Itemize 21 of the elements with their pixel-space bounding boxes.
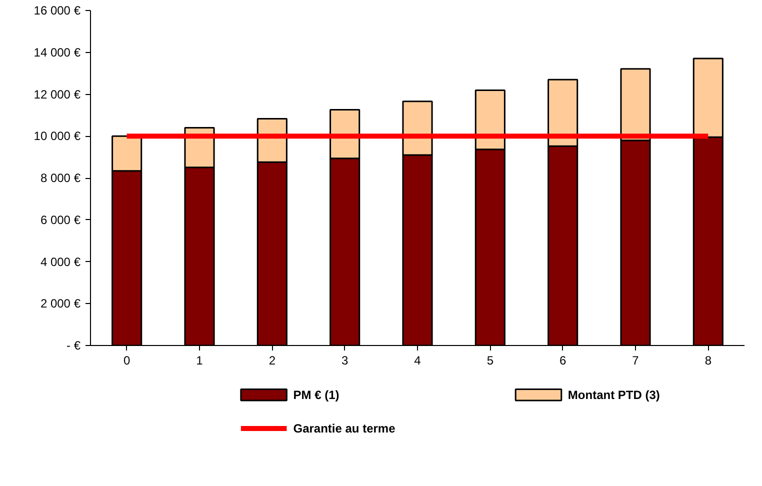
x-tick-label: 5 [486,354,494,368]
y-tick-label: 10 000 € [34,129,81,144]
x-tick-label: 2 [268,354,276,368]
x-tick-label: 3 [341,354,348,368]
legend-label: Garantie au terme [293,422,396,436]
y-tick-label: 8 000 € [40,171,81,185]
y-tick-label: 2 000 € [40,296,81,311]
x-tick-label: 6 [559,354,566,368]
y-tick-label: 16 000 € [34,4,81,18]
y-tick-label: - € [66,338,81,352]
x-tick-label: 4 [414,354,422,368]
y-tick-label: 4 000 € [40,254,81,269]
x-tick-label: 7 [632,354,640,368]
y-tick-label: 12 000 € [34,87,81,102]
legend-label: Montant PTD (3) [568,388,660,402]
legend-label: PM € (1) [293,388,340,402]
y-tick-label: 6 000 € [40,212,81,227]
x-tick-label: 0 [123,354,130,368]
y-tick-label: 14 000 € [34,45,81,60]
x-tick-label: 8 [704,354,712,368]
x-tick-label: 1 [196,354,204,368]
